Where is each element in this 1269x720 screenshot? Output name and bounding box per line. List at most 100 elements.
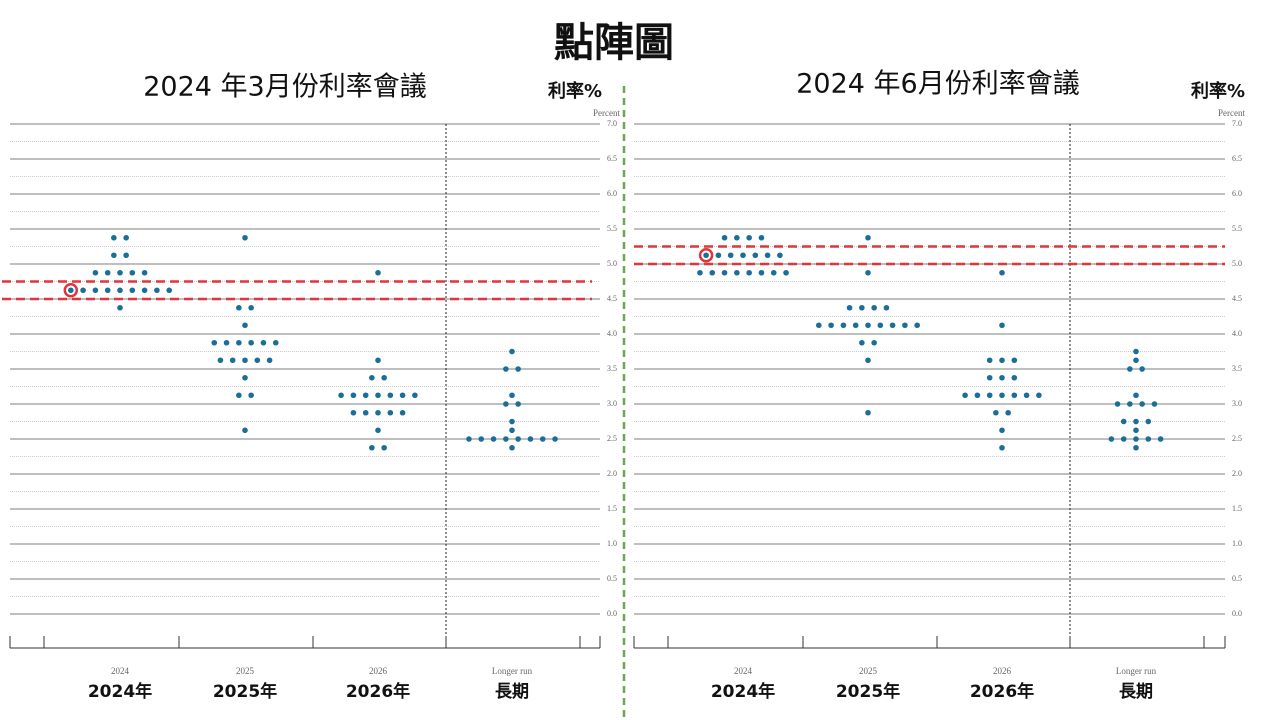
dot: [883, 304, 890, 311]
dot: [999, 322, 1005, 329]
dot: [381, 374, 387, 381]
dot: [129, 287, 136, 294]
y-tick-label: 5.0: [1232, 259, 1242, 268]
x-label-zh: 長期: [1119, 682, 1153, 702]
dot: [412, 392, 418, 399]
y-tick-label: 4.0: [1232, 329, 1242, 338]
dot: [734, 234, 740, 241]
dot: [117, 304, 123, 311]
dot: [509, 427, 515, 434]
dot: [123, 234, 129, 241]
y-tick-label: 6.0: [607, 189, 617, 198]
dot: [68, 287, 74, 294]
dot: [141, 287, 148, 294]
dot: [865, 357, 871, 364]
y-tick-label: 3.5: [607, 364, 617, 373]
dot: [272, 339, 279, 346]
dot: [746, 269, 752, 276]
dot: [721, 269, 728, 276]
y-tick-label: 3.0: [607, 399, 617, 408]
y-tick-label: 1.5: [607, 504, 617, 513]
dot: [715, 252, 722, 259]
dot: [242, 357, 248, 364]
dot: [236, 339, 242, 346]
dot: [369, 444, 375, 451]
dot: [1139, 401, 1145, 407]
dot: [1133, 427, 1139, 434]
y-tick-label: 2.5: [607, 434, 617, 443]
dot: [129, 269, 136, 276]
dot: [1114, 401, 1121, 407]
x-tick-label: Longer run: [492, 666, 533, 676]
dot: [999, 392, 1005, 399]
dot: [338, 392, 344, 399]
dot: [986, 374, 993, 381]
dot: [350, 392, 357, 399]
dot: [503, 366, 509, 372]
y-axis-title: 利率%: [1191, 80, 1245, 102]
y-tick-label: 3.0: [1232, 399, 1242, 408]
dot: [974, 392, 981, 399]
dot: [217, 357, 224, 364]
dot: [503, 401, 509, 407]
dot: [111, 252, 117, 259]
y-tick-label: 3.5: [1232, 364, 1242, 373]
dot: [375, 392, 381, 399]
y-tick-label: 2.0: [607, 469, 617, 478]
y-tick-label: 0.5: [607, 574, 617, 583]
dot: [399, 409, 406, 416]
dot: [999, 374, 1005, 381]
dot: [828, 322, 834, 329]
dot: [865, 409, 871, 416]
dot: [375, 269, 381, 276]
dot: [871, 339, 877, 346]
y-tick-label: 0.0: [1232, 609, 1242, 618]
dot: [539, 436, 546, 442]
y-tick-label: 2.0: [1232, 469, 1242, 478]
dot: [80, 287, 86, 294]
dot: [266, 357, 273, 364]
dot: [999, 427, 1005, 434]
dot: [871, 304, 877, 311]
axis-unit: Percent: [593, 108, 620, 118]
dot: [1139, 366, 1145, 372]
dot: [1157, 436, 1164, 442]
dot: [478, 436, 485, 442]
y-tick-label: 6.5: [1232, 154, 1242, 163]
dot: [117, 287, 123, 294]
dot: [236, 304, 242, 311]
y-tick-label: 1.0: [1232, 539, 1242, 548]
dot: [229, 357, 236, 364]
main-title: 點陣圖: [554, 20, 674, 66]
dot: [697, 269, 703, 276]
x-tick-label: Longer run: [1116, 666, 1157, 676]
dot: [117, 269, 123, 276]
dot: [1133, 436, 1139, 442]
dot: [375, 357, 381, 364]
dot: [381, 444, 387, 451]
dot: [509, 348, 515, 355]
dot: [242, 427, 248, 434]
dot: [783, 269, 789, 276]
axis-unit: Percent: [1218, 108, 1245, 118]
highlight-ring: [63, 283, 79, 298]
panel-title: 2024 年6月份利率會議: [796, 69, 1079, 100]
y-tick-label: 1.0: [607, 539, 617, 548]
dot: [962, 392, 968, 399]
dot: [777, 252, 783, 259]
dot: [1011, 357, 1018, 364]
dot: [1005, 409, 1011, 416]
y-tick-label: 7.0: [1232, 119, 1242, 128]
dot: [399, 392, 406, 399]
y-tick-label: 0.5: [1232, 574, 1242, 583]
dot: [350, 409, 357, 416]
x-tick-label: 2025: [236, 666, 255, 676]
dot: [1151, 401, 1158, 407]
dot: [859, 304, 865, 311]
dot: [362, 392, 369, 399]
dot: [865, 269, 871, 276]
dot: [902, 322, 908, 329]
dot: [1127, 366, 1133, 372]
dot: [1145, 436, 1152, 442]
